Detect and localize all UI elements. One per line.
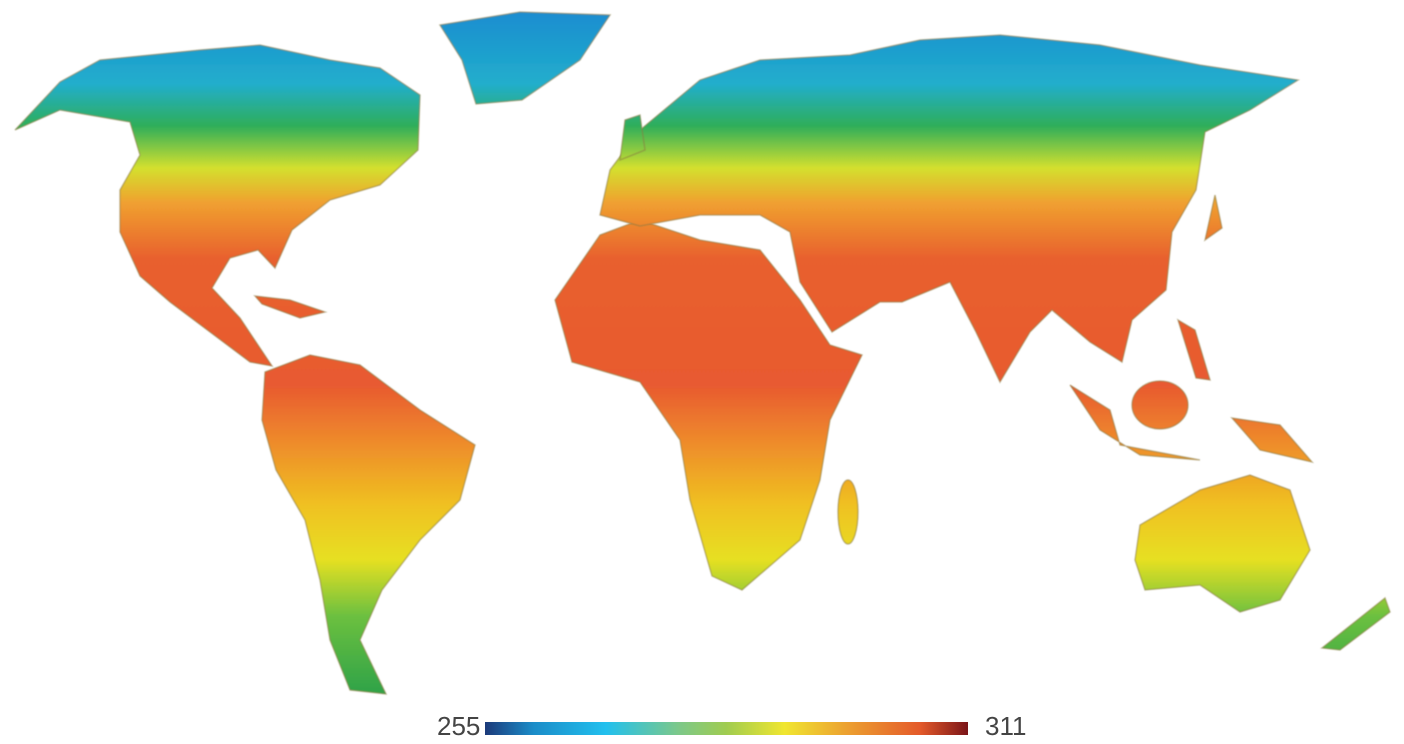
eurasia [599, 34, 1301, 384]
indonesia [1069, 384, 1201, 461]
colorbar-max-label: 311 [985, 711, 1027, 741]
greenland [438, 11, 612, 105]
north-america [14, 44, 421, 368]
caribbean [253, 295, 328, 319]
colorbar-min-label: 255 [437, 711, 481, 741]
japan [1203, 194, 1223, 242]
south-america [261, 354, 476, 695]
colorbar [485, 722, 968, 735]
new-guinea [1230, 416, 1315, 464]
borneo [1131, 380, 1189, 430]
new-zealand [1320, 596, 1391, 651]
africa [554, 219, 864, 591]
madagascar [837, 479, 859, 545]
philippines [1176, 318, 1212, 381]
uk [619, 114, 646, 162]
australia [1134, 474, 1311, 613]
